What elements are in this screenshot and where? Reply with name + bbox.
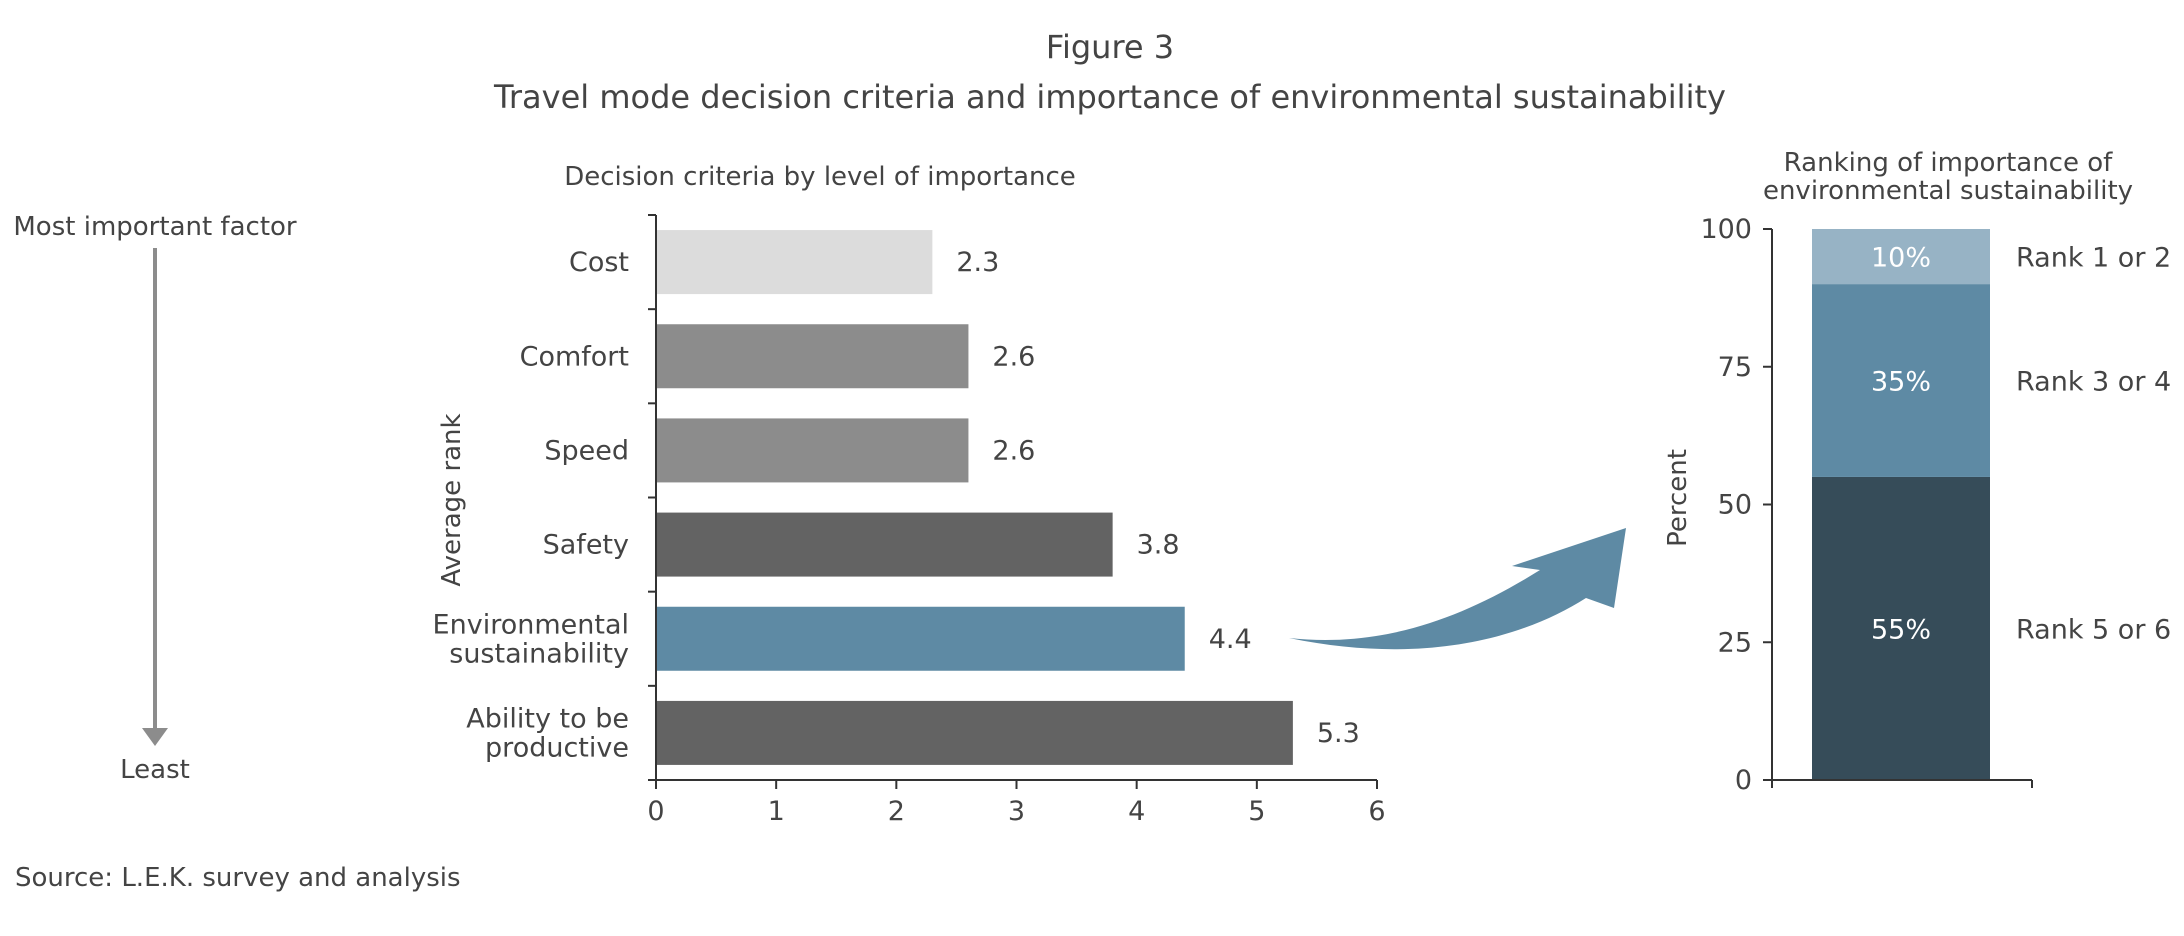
stack-segment-0 — [1812, 476, 1990, 780]
x-tick-label: 5 — [1248, 796, 1265, 827]
sustainability-ranking-chart: Ranking of importance of environmental s… — [1663, 148, 2171, 796]
figure-title: Figure 3 — [1046, 28, 1174, 66]
bar-1 — [656, 324, 969, 389]
figure-subtitle: Travel mode decision criteria and import… — [493, 78, 1726, 116]
left-chart-title: Decision criteria by level of importance — [564, 162, 1076, 192]
right-chart-title-line-2: environmental sustainability — [1763, 176, 2133, 206]
category-label: Safety — [543, 530, 629, 561]
category-label: Ability to be — [466, 703, 629, 734]
category-label: sustainability — [449, 638, 629, 669]
bar-0 — [656, 230, 933, 295]
category-label: Cost — [569, 247, 629, 278]
segment-percent-label: 10% — [1871, 243, 1931, 274]
category-label: Comfort — [520, 341, 629, 372]
right-chart-ylabel: Percent — [1663, 449, 1693, 547]
decision-criteria-chart: Decision criteria by level of importance… — [433, 162, 1386, 827]
curved-connector-arrow-icon — [1289, 528, 1626, 650]
category-label: productive — [485, 732, 629, 763]
segment-percent-label: 55% — [1871, 614, 1931, 645]
bar-2 — [656, 418, 969, 483]
left-chart-ylabel: Average rank — [437, 413, 467, 586]
x-tick-label: 2 — [888, 796, 905, 827]
bar-5 — [656, 700, 1293, 765]
bar-value-label: 2.6 — [992, 341, 1035, 372]
bar-value-label: 4.4 — [1209, 624, 1252, 655]
bar-4 — [656, 606, 1185, 671]
stack-segment-1 — [1812, 284, 1990, 477]
y-tick-label: 100 — [1700, 214, 1752, 245]
bar-3 — [656, 512, 1113, 577]
bar-value-label: 3.8 — [1137, 530, 1180, 561]
x-tick-label: 6 — [1368, 796, 1385, 827]
x-tick-label: 0 — [647, 796, 664, 827]
x-tick-label: 4 — [1128, 796, 1145, 827]
scale-bottom-label: Least — [120, 755, 190, 785]
segment-name-label: Rank 1 or 2 — [2016, 243, 2171, 274]
y-tick-label: 75 — [1718, 352, 1752, 383]
bar-value-label: 2.6 — [992, 435, 1035, 466]
x-tick-label: 3 — [1008, 796, 1025, 827]
segment-name-label: Rank 3 or 4 — [2016, 367, 2171, 398]
segment-percent-label: 35% — [1871, 367, 1931, 398]
category-label: Speed — [544, 435, 629, 466]
x-tick-label: 1 — [768, 796, 785, 827]
scale-top-label: Most important factor — [13, 212, 297, 242]
right-chart-title-line-1: Ranking of importance of — [1784, 148, 2113, 178]
y-tick-label: 25 — [1718, 627, 1752, 658]
source-note: Source: L.E.K. survey and analysis — [15, 863, 461, 893]
bar-value-label: 2.3 — [956, 247, 999, 278]
segment-name-label: Rank 5 or 6 — [2016, 614, 2171, 645]
category-label: Environmental — [433, 609, 629, 640]
y-tick-label: 0 — [1735, 765, 1752, 796]
y-tick-label: 50 — [1718, 490, 1752, 521]
scale-arrow-head-icon — [142, 728, 168, 746]
stack-segment-2 — [1812, 229, 1990, 285]
bar-value-label: 5.3 — [1317, 718, 1360, 749]
